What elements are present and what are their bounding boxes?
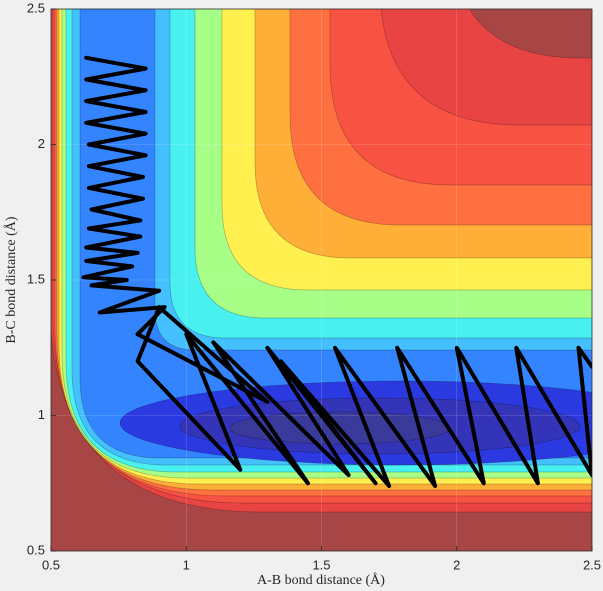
y-tick-label: 1.5 [27, 271, 45, 286]
trajectory [81, 55, 592, 488]
x-tick-label: 1 [183, 557, 190, 572]
x-tick-label: 1.5 [312, 557, 330, 572]
x-tick-label: 2 [453, 557, 460, 572]
trajectory-line [81, 55, 592, 488]
ticks: 0.5 1 1.5 2 2.5 0.5 1 1.5 2 2.5 [27, 0, 601, 572]
y-tick-label: 2.5 [27, 0, 45, 15]
y-axis-label: B-C bond distance (Å) [3, 216, 19, 343]
y-tick-label: 2 [38, 136, 45, 151]
potential-surface [51, 9, 592, 551]
x-tick-label: 2.5 [583, 557, 601, 572]
x-axis-label: A-B bond distance (Å) [257, 572, 385, 588]
x-tick-label: 0.5 [42, 557, 60, 572]
y-tick-label: 1 [38, 407, 45, 422]
y-tick-label: 0.5 [27, 542, 45, 557]
